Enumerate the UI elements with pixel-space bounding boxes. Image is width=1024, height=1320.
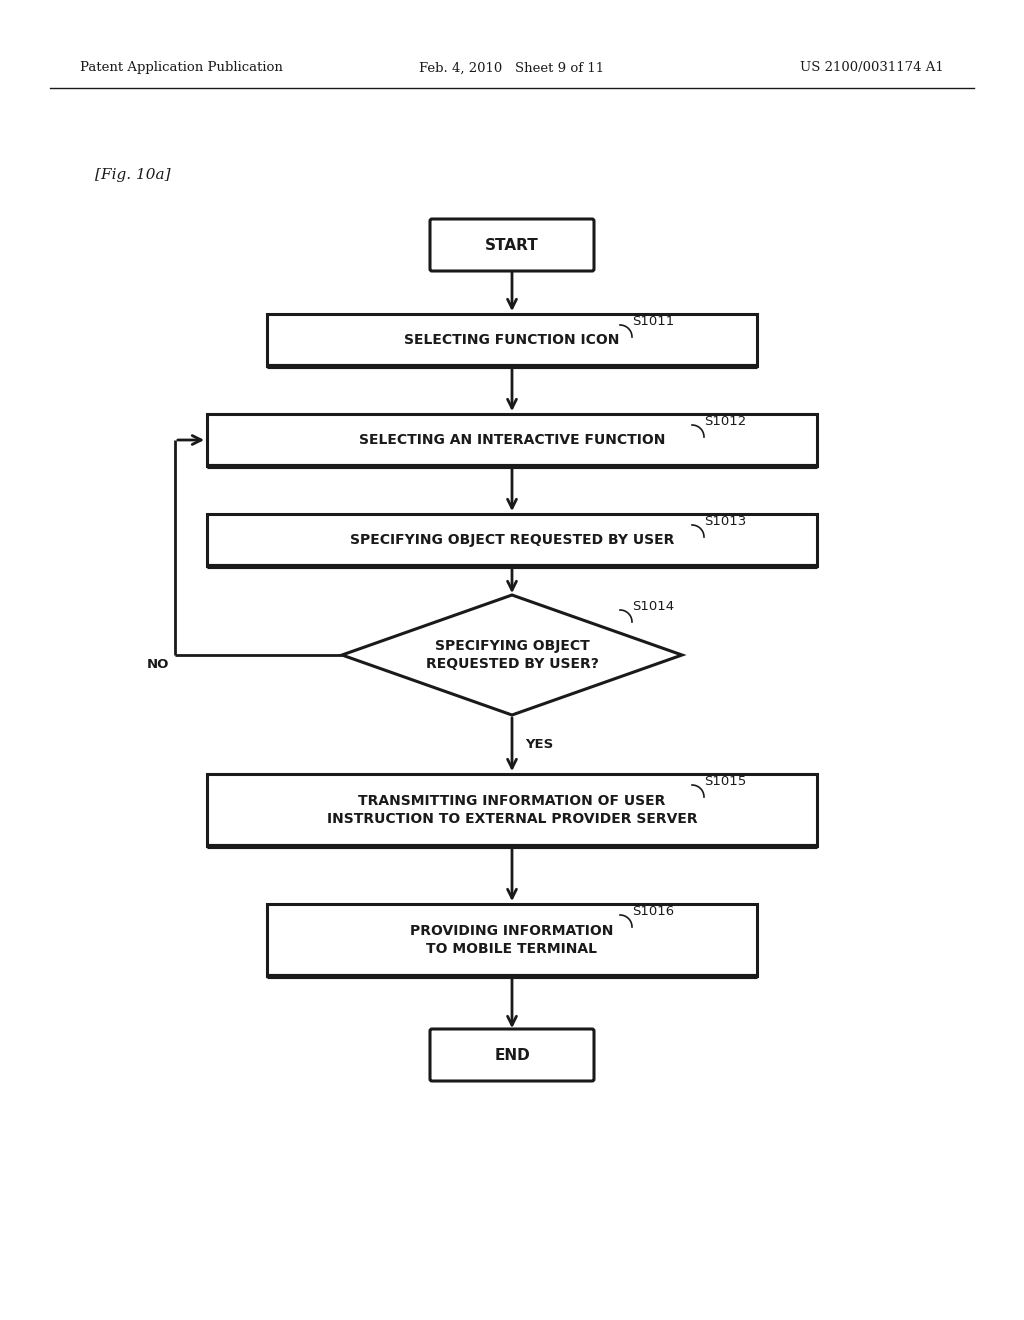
Text: TRANSMITTING INFORMATION OF USER
INSTRUCTION TO EXTERNAL PROVIDER SERVER: TRANSMITTING INFORMATION OF USER INSTRUC…	[327, 793, 697, 826]
FancyBboxPatch shape	[430, 1030, 594, 1081]
Text: YES: YES	[525, 738, 553, 751]
Text: S1015: S1015	[705, 775, 746, 788]
Text: S1011: S1011	[632, 315, 674, 327]
Text: S1013: S1013	[705, 515, 746, 528]
Text: SELECTING AN INTERACTIVE FUNCTION: SELECTING AN INTERACTIVE FUNCTION	[358, 433, 666, 447]
Text: [Fig. 10a]: [Fig. 10a]	[95, 168, 171, 182]
Text: END: END	[495, 1048, 529, 1063]
Text: SELECTING FUNCTION ICON: SELECTING FUNCTION ICON	[404, 333, 620, 347]
Text: S1014: S1014	[632, 601, 674, 612]
Bar	[267, 314, 757, 366]
Text: NO: NO	[146, 659, 169, 672]
Bar	[207, 513, 817, 566]
Bar	[207, 774, 817, 846]
Text: US 2100/0031174 A1: US 2100/0031174 A1	[800, 62, 944, 74]
Text: SPECIFYING OBJECT
REQUESTED BY USER?: SPECIFYING OBJECT REQUESTED BY USER?	[426, 639, 598, 671]
Bar	[207, 414, 817, 466]
Text: START: START	[485, 238, 539, 252]
Text: S1012: S1012	[705, 414, 746, 428]
Text: Patent Application Publication: Patent Application Publication	[80, 62, 283, 74]
Text: Feb. 4, 2010   Sheet 9 of 11: Feb. 4, 2010 Sheet 9 of 11	[420, 62, 604, 74]
Text: PROVIDING INFORMATION
TO MOBILE TERMINAL: PROVIDING INFORMATION TO MOBILE TERMINAL	[411, 924, 613, 956]
FancyBboxPatch shape	[430, 219, 594, 271]
Bar	[267, 904, 757, 975]
Text: SPECIFYING OBJECT REQUESTED BY USER: SPECIFYING OBJECT REQUESTED BY USER	[350, 533, 674, 546]
Text: S1016: S1016	[632, 906, 674, 917]
Polygon shape	[342, 595, 682, 715]
